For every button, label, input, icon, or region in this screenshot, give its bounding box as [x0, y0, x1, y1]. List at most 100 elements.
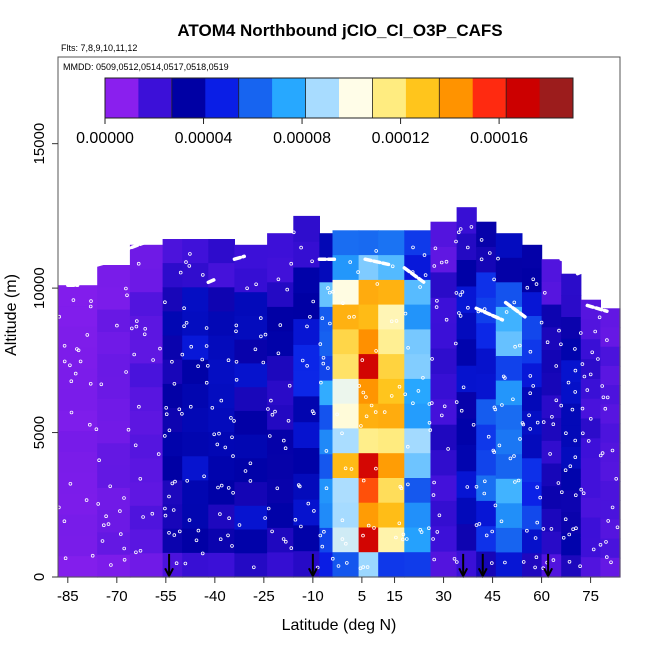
heatmap-cell: [522, 387, 543, 412]
sample-point: [340, 537, 345, 541]
sample-point: [469, 225, 474, 229]
heatmap-cell: [208, 335, 235, 361]
sample-point: [212, 432, 217, 437]
sample-point: [187, 518, 192, 522]
flight-track-segment: [121, 240, 148, 253]
heatmap-cell: [293, 293, 320, 320]
sample-point: [461, 385, 466, 390]
heatmap-cell: [58, 452, 98, 474]
sample-point: [231, 490, 235, 495]
sample-point: [163, 506, 167, 511]
sample-point: [573, 368, 578, 373]
sample-point: [525, 528, 529, 533]
sample-point: [454, 560, 459, 564]
heatmap-cell: [58, 493, 98, 515]
heatmap-cell: [332, 428, 360, 454]
sample-point: [200, 551, 205, 556]
heatmap-cell: [600, 365, 621, 386]
sample-point: [226, 533, 230, 538]
sample-point: [285, 287, 290, 292]
sample-point: [364, 395, 368, 399]
heatmap-cell: [522, 410, 543, 436]
heatmap-cell: [332, 354, 360, 380]
heatmap-cell: [456, 312, 477, 340]
colorbar-swatch: [138, 78, 173, 118]
sample-point: [122, 557, 127, 562]
heatmap-cell: [522, 434, 543, 459]
sample-point: [364, 414, 369, 419]
heatmap-cell: [319, 331, 334, 357]
flight-track-segment: [363, 257, 394, 267]
sample-point: [167, 494, 171, 499]
heatmap-cell: [129, 410, 164, 436]
flight-track-segment: [585, 303, 609, 313]
heatmap-cell: [332, 255, 360, 281]
heatmap-cell: [208, 408, 235, 433]
heatmap-cell: [600, 346, 621, 367]
sample-point: [432, 557, 437, 562]
heatmap-cell: [267, 552, 294, 578]
sample-point: [289, 261, 294, 266]
sample-point: [549, 527, 554, 531]
heatmap-cell: [293, 448, 320, 475]
sample-point: [369, 403, 374, 408]
heatmap-cell: [522, 458, 543, 483]
heatmap-cell: [476, 247, 497, 273]
heatmap-cell: [358, 304, 379, 330]
heatmap-cell: [476, 272, 497, 299]
heatmap-cell: [332, 453, 360, 479]
heatmap-cell: [58, 431, 98, 453]
flight-track-segment: [82, 277, 96, 285]
heatmap-cell: [319, 454, 334, 480]
sample-point: [541, 420, 546, 424]
heatmap-cell: [58, 306, 98, 328]
heatmap-cell: [208, 504, 235, 530]
heatmap-cell: [332, 230, 360, 256]
heatmap-cell: [182, 311, 209, 337]
heatmap-cell: [600, 308, 621, 329]
heatmap-cell: [561, 512, 582, 535]
sample-point: [389, 394, 394, 398]
sample-point: [373, 410, 378, 414]
heatmap-cell: [378, 354, 405, 380]
heatmap-cell: [476, 221, 497, 248]
sample-point: [281, 537, 286, 541]
profile-arrow-head: [458, 567, 469, 579]
sample-point: [204, 380, 209, 385]
sample-point: [411, 245, 415, 250]
sample-point: [326, 286, 330, 290]
sample-point: [479, 238, 484, 242]
sample-point: [427, 420, 432, 425]
sample-point: [141, 515, 145, 519]
heatmap-cell: [430, 221, 458, 248]
sample-point: [578, 331, 583, 335]
heatmap-cell: [162, 528, 183, 554]
heatmap-cell: [378, 279, 405, 306]
sample-point: [326, 366, 330, 370]
heatmap-cell: [97, 510, 131, 533]
heatmap-cell: [58, 410, 98, 432]
sample-point: [343, 466, 348, 471]
heatmap-cell: [358, 230, 379, 256]
sample-point: [610, 505, 615, 510]
heatmap-cell: [580, 319, 601, 340]
heatmap-cell: [456, 418, 477, 446]
sample-point: [390, 264, 395, 269]
sample-point: [296, 483, 301, 487]
sample-point: [563, 468, 568, 473]
heatmap-cell: [541, 554, 562, 578]
sample-point: [300, 358, 305, 363]
sample-point: [535, 420, 540, 425]
colorbar-swatch: [506, 78, 540, 118]
sample-point: [340, 431, 344, 436]
sample-point: [430, 357, 434, 361]
heatmap-cell: [378, 453, 405, 479]
sample-point: [134, 324, 139, 329]
heatmap-cell: [495, 257, 523, 283]
sample-point: [598, 542, 603, 547]
sample-point: [132, 352, 137, 357]
heatmap-cell: [267, 429, 294, 455]
heatmap-cell: [162, 263, 183, 288]
sample-point: [234, 329, 238, 334]
sample-point: [559, 342, 563, 347]
